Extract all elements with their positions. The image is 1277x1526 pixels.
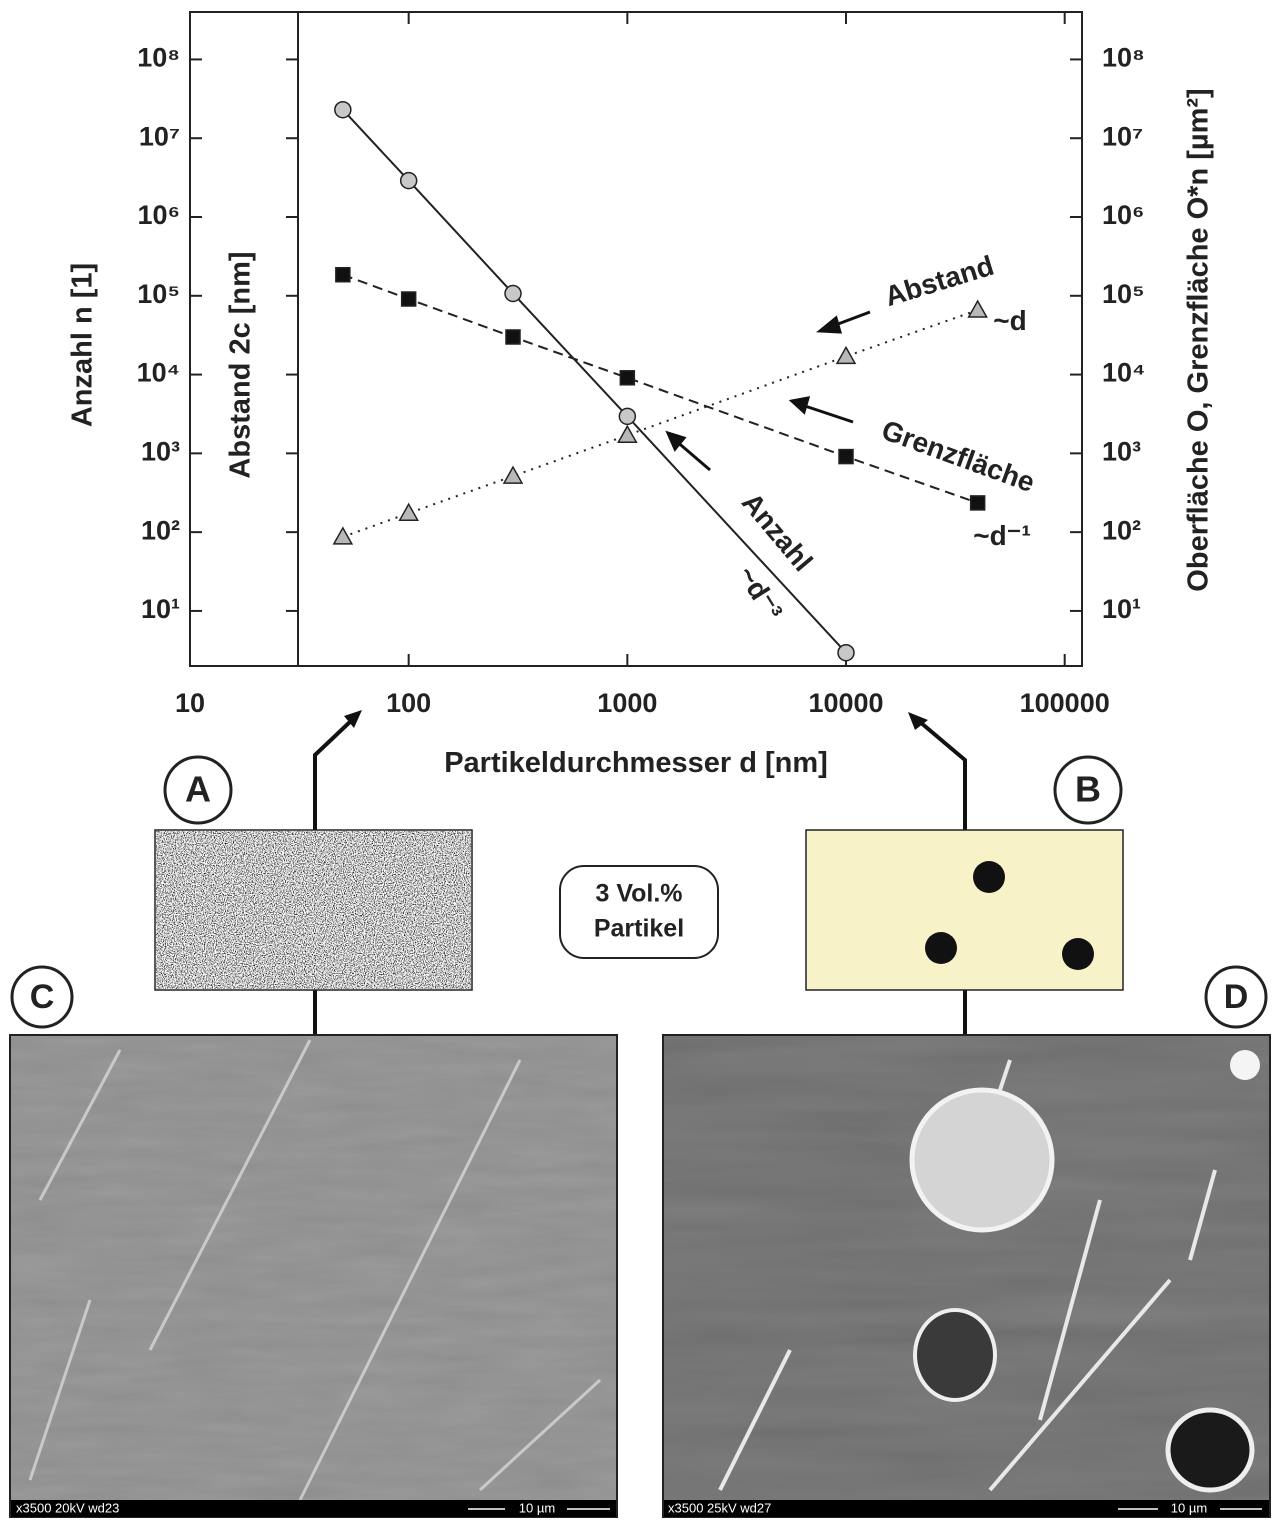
point <box>335 102 351 118</box>
point <box>971 496 985 510</box>
y-tick-label: 10² <box>141 515 180 545</box>
y2-axis-label: Oberfläche O, Grenzfläche O*n [µm²] <box>1183 88 1215 591</box>
sem-info: x3500 25kV wd27 <box>668 1500 771 1515</box>
x-tick-label: 100 <box>386 688 431 718</box>
x-axis-label: Partikeldurchmesser d [nm] <box>444 747 828 779</box>
point <box>336 268 350 282</box>
point <box>334 528 352 544</box>
x-tick-label: 10000 <box>808 688 883 718</box>
y2-tick-label: 10¹ <box>1102 594 1141 624</box>
point <box>400 504 418 520</box>
sem-scale: 10 µm <box>1171 1500 1207 1515</box>
point <box>506 330 520 344</box>
x-tick-label: 10 <box>175 688 205 718</box>
box-text: Partikel <box>594 915 684 943</box>
series-line <box>343 310 978 537</box>
panel-label: B <box>1075 769 1101 810</box>
annotation: ~d⁻¹ <box>973 520 1031 551</box>
point <box>619 408 635 424</box>
panel-label: A <box>185 769 211 810</box>
y2-tick-label: 10⁵ <box>1102 279 1145 309</box>
point <box>618 426 636 442</box>
panel-b-image <box>806 830 1123 990</box>
inner-axis-label: Abstand 2c [nm] <box>225 251 257 478</box>
y2-tick-label: 10³ <box>1102 436 1141 466</box>
y-axis-label: Anzahl n [1] <box>67 263 99 427</box>
point <box>401 173 417 189</box>
annotation: ~d <box>993 305 1026 336</box>
sem-info: x3500 20kV wd23 <box>16 1500 119 1515</box>
panel-a-image <box>155 830 472 990</box>
x-tick-label: 1000 <box>597 688 657 718</box>
point <box>505 285 521 301</box>
point <box>402 292 416 306</box>
sem-scale: 10 µm <box>519 1500 555 1515</box>
point <box>969 301 987 317</box>
y-tick-label: 10³ <box>141 436 180 466</box>
sem-image-c <box>10 1035 617 1517</box>
plot-frame <box>190 12 1082 666</box>
annotation: Grenzfläche <box>878 414 1039 498</box>
annotation: Abstand <box>881 250 997 312</box>
annotation: Anzahl <box>736 487 819 577</box>
plot: 10 100 1000 10000 100000 10¹ 10¹ 10² 10² 10³ 10³ 10… <box>137 12 1146 718</box>
y2-tick-label: 10⁶ <box>1102 200 1144 230</box>
series-line <box>343 275 978 503</box>
y-tick-label: 10⁶ <box>138 200 180 230</box>
panel-label: C <box>30 978 55 1016</box>
point <box>838 645 854 661</box>
y-tick-label: 10⁷ <box>139 121 180 151</box>
panel-label: D <box>1224 978 1249 1016</box>
x-tick-label: 100000 <box>1020 688 1110 718</box>
arrows <box>668 312 870 470</box>
annotation: ~d⁻³ <box>732 560 789 625</box>
point <box>837 347 855 363</box>
y-tick-label: 10⁴ <box>137 358 180 388</box>
y-tick-label: 10¹ <box>141 594 180 624</box>
figure: 10 100 1000 10000 100000 10¹ 10¹ 10² 10² 10³ 10³ 10… <box>0 0 1277 1521</box>
point <box>620 371 634 385</box>
point <box>839 450 853 464</box>
box-text: 3 Vol.% <box>595 880 682 908</box>
series-line <box>343 110 846 653</box>
y-tick-label: 10⁸ <box>137 43 180 73</box>
y-tick-label: 10⁵ <box>137 279 180 309</box>
sem-image-d <box>663 1035 1270 1517</box>
point <box>504 467 522 483</box>
y2-tick-label: 10⁷ <box>1102 121 1143 151</box>
y2-tick-label: 10⁸ <box>1102 43 1145 73</box>
y2-tick-label: 10² <box>1102 515 1141 545</box>
y2-tick-label: 10⁴ <box>1102 358 1145 388</box>
